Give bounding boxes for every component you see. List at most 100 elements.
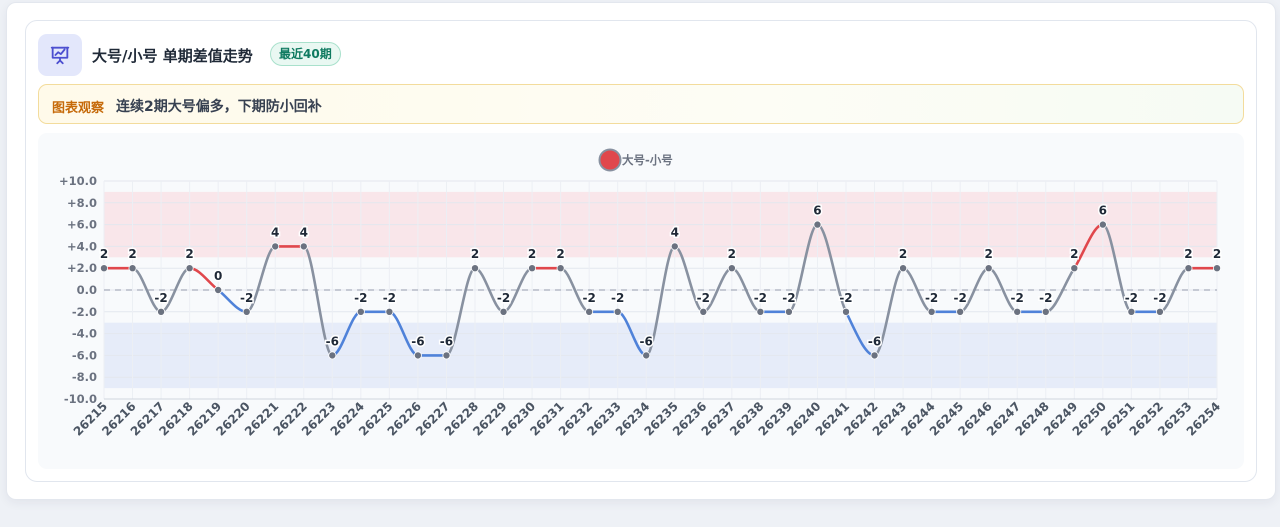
data-point-26224 <box>356 307 365 316</box>
data-point-26227 <box>442 351 451 360</box>
y-tick-label: -4.0 <box>72 327 97 341</box>
data-point-26239 <box>784 307 793 316</box>
data-label-26236: -2 <box>697 291 710 305</box>
y-tick-label: +8.0 <box>67 196 97 210</box>
data-point-26237 <box>727 264 736 273</box>
data-point-26236 <box>699 307 708 316</box>
data-label-26248: -2 <box>1039 291 1052 305</box>
data-label-26251: -2 <box>1125 291 1138 305</box>
data-label-26231: 2 <box>556 247 564 261</box>
data-label-26237: 2 <box>728 247 736 261</box>
data-point-26223 <box>328 351 337 360</box>
data-point-26254 <box>1213 264 1222 273</box>
data-point-26230 <box>528 264 537 273</box>
data-label-26224: -2 <box>354 291 367 305</box>
data-label-26221: 4 <box>271 225 279 239</box>
data-label-26229: -2 <box>497 291 510 305</box>
data-label-26250: 6 <box>1099 204 1107 218</box>
difference-line-chart: +10.0 +8.0 +6.0 +4.0 +2.0 0.0 -2.0 -4.0 -6.0 -8.0… <box>59 148 1223 439</box>
data-point-26240 <box>813 220 822 229</box>
observation-label: 图表观察 <box>52 101 105 116</box>
data-point-26222 <box>299 242 308 251</box>
data-label-26252: -2 <box>1153 291 1166 305</box>
data-point-26226 <box>413 351 422 360</box>
data-point-26216 <box>128 264 137 273</box>
data-point-26243 <box>899 264 908 273</box>
series-segment-7 <box>302 245 334 357</box>
y-tick-label: +6.0 <box>67 218 97 232</box>
data-label-26246: 2 <box>985 247 993 261</box>
observation-text: 连续2期大号偏多，下期防小回补 <box>116 99 322 115</box>
chart-card: 大号/小号 单期差值走势 最近40期 图表观察 连续2期大号偏多，下期防小回补 … <box>25 20 1257 482</box>
data-label-26238: -2 <box>754 291 767 305</box>
data-point-26218 <box>185 264 194 273</box>
y-tick-label: +10.0 <box>59 174 97 188</box>
data-label-26249: 2 <box>1070 247 1078 261</box>
data-label-26235: 4 <box>671 225 679 239</box>
legend-label: 大号-小号 <box>622 153 673 167</box>
data-label-26223: -6 <box>326 334 339 348</box>
data-label-26234: -6 <box>640 334 653 348</box>
data-label-26233: -2 <box>611 291 624 305</box>
data-label-26247: -2 <box>1011 291 1024 305</box>
data-point-26217 <box>157 307 166 316</box>
data-label-26222: 4 <box>300 225 308 239</box>
data-label-26218: 2 <box>185 247 193 261</box>
data-label-26228: 2 <box>471 247 479 261</box>
y-tick-label: -2.0 <box>72 305 97 319</box>
chart-area: +10.0 +8.0 +6.0 +4.0 +2.0 0.0 -2.0 -4.0 -6.0 -8.0… <box>38 133 1244 469</box>
data-label-26245: -2 <box>953 291 966 305</box>
data-point-26233 <box>613 307 622 316</box>
header-icon-box <box>38 34 82 76</box>
data-label-26215: 2 <box>100 247 108 261</box>
y-tick-label: -6.0 <box>72 348 97 362</box>
series-segment-19 <box>644 245 677 357</box>
data-label-26244: -2 <box>925 291 938 305</box>
data-label-26254: 2 <box>1213 247 1221 261</box>
data-point-26238 <box>756 307 765 316</box>
data-point-26248 <box>1041 307 1050 316</box>
page-container: 大号/小号 单期差值走势 最近40期 图表观察 连续2期大号偏多，下期防小回补 … <box>6 2 1276 500</box>
data-label-26217: -2 <box>154 291 167 305</box>
data-label-26216: 2 <box>128 247 136 261</box>
data-label-26243: 2 <box>899 247 907 261</box>
data-point-26249 <box>1070 264 1079 273</box>
series-segment-35 <box>1101 223 1133 314</box>
data-point-26221 <box>271 242 280 251</box>
presentation-chart-icon <box>50 46 70 65</box>
data-label-26241: -2 <box>839 291 852 305</box>
series-segment-24 <box>787 223 819 314</box>
data-label-26239: -2 <box>782 291 795 305</box>
data-point-26241 <box>842 307 851 316</box>
data-point-26251 <box>1127 307 1136 316</box>
data-label-26227: -6 <box>440 334 453 348</box>
data-point-26246 <box>984 264 993 273</box>
legend-swatch <box>598 148 622 172</box>
series-segment-12 <box>445 266 477 357</box>
data-point-26250 <box>1098 220 1107 229</box>
data-point-26228 <box>470 264 479 273</box>
data-point-26225 <box>385 307 394 316</box>
data-point-26245 <box>956 307 965 316</box>
period-badge: 最近40期 <box>270 42 341 66</box>
data-label-26232: -2 <box>582 291 595 305</box>
y-tick-label: +2.0 <box>67 261 97 275</box>
y-tick-label: +4.0 <box>67 239 97 253</box>
data-point-26247 <box>1013 307 1022 316</box>
data-point-26253 <box>1184 264 1193 273</box>
data-label-26219: 0 <box>214 269 222 283</box>
data-label-26242: -6 <box>868 334 881 348</box>
data-label-26253: 2 <box>1184 247 1192 261</box>
data-point-26252 <box>1155 307 1164 316</box>
data-label-26240: 6 <box>813 204 821 218</box>
data-point-26215 <box>100 264 109 273</box>
data-point-26234 <box>642 351 651 360</box>
data-point-26232 <box>585 307 594 316</box>
data-label-26230: 2 <box>528 247 536 261</box>
data-point-26220 <box>242 307 251 316</box>
data-label-26225: -2 <box>383 291 396 305</box>
series-segment-27 <box>873 266 905 357</box>
data-point-26235 <box>670 242 679 251</box>
observation-banner: 图表观察 连续2期大号偏多，下期防小回补 <box>38 84 1244 124</box>
data-point-26242 <box>870 351 879 360</box>
